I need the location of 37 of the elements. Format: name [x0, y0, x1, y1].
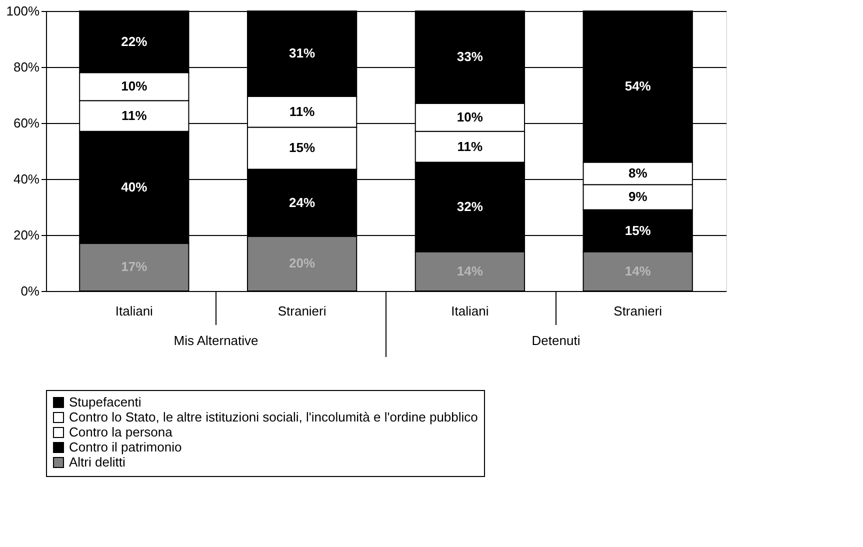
x-tick-label: Stranieri [614, 304, 662, 318]
legend-label: Contro il patrimonio [69, 440, 182, 454]
y-tick-label: 0% [20, 284, 40, 298]
data-label: 15% [289, 140, 316, 156]
x-tick-label: Italiani [115, 304, 154, 318]
data-label: 24% [289, 194, 316, 210]
y-tick-label: 80% [13, 60, 40, 74]
legend-label: Contro la persona [69, 424, 174, 440]
data-label: 33% [456, 49, 484, 64]
data-label: 15% [624, 222, 652, 238]
data-label: 8% [628, 165, 648, 180]
legend-label: Altri delitti [69, 454, 126, 470]
text: Mis Alternative [174, 333, 258, 348]
data-label: 14% [624, 263, 652, 278]
data-label: 20% [289, 256, 316, 271]
y-tick-label: 20% [13, 228, 40, 242]
y-tick-label: 100% [6, 4, 40, 18]
data-label: 32% [456, 199, 484, 214]
data-label: 54% [624, 78, 652, 94]
data-label: 17% [121, 259, 148, 274]
data-label: 11% [289, 104, 316, 119]
data-label: 22% [121, 34, 148, 49]
text: Detenuti [532, 333, 580, 348]
legend-label: Contro lo Stato, le altre istituzioni sociali, l'incolumità e l'ordine pubblico [69, 410, 478, 424]
data-label: 11% [457, 138, 484, 154]
x-tick-label: Stranieri [278, 304, 326, 318]
x-tick-label: Italiani [451, 304, 489, 318]
legend-label: Stupefacenti [69, 394, 142, 410]
data-label: 11% [121, 108, 148, 123]
data-label: 14% [456, 263, 484, 278]
y-tick-label: 40% [13, 172, 40, 186]
data-label: 9% [628, 189, 648, 204]
data-label: 10% [456, 109, 484, 124]
data-label: 40% [121, 179, 148, 194]
y-tick-label: 60% [13, 116, 40, 130]
data-label: 31% [289, 46, 316, 61]
data-label: 10% [121, 78, 148, 94]
